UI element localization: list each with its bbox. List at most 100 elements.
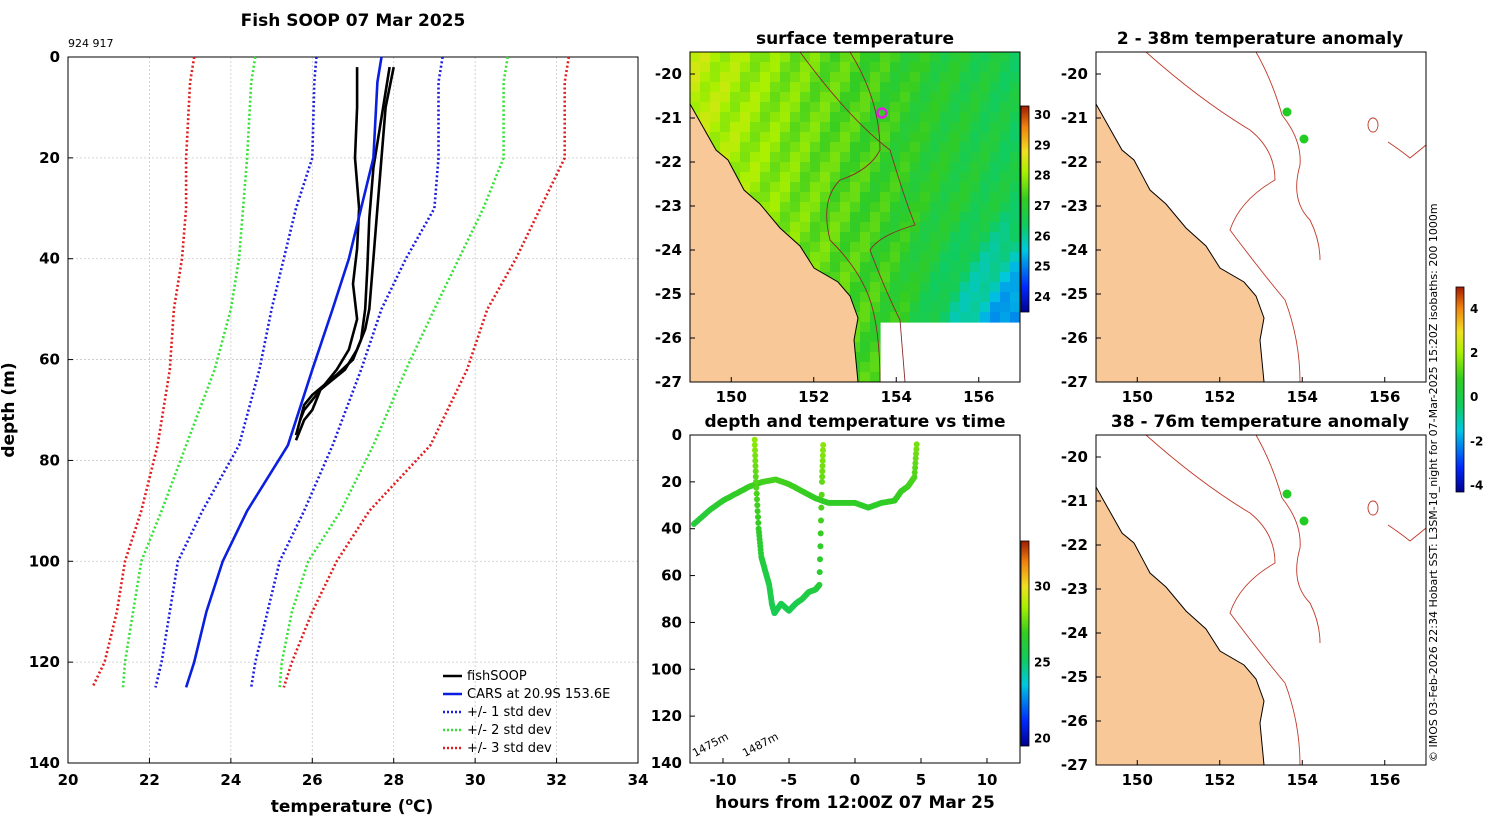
legend-label-std3: +/- 3 std dev — [467, 741, 552, 756]
sst-cell — [700, 62, 711, 73]
sst-cell — [850, 202, 861, 213]
sst-cell — [940, 72, 951, 83]
sst-cell — [920, 232, 931, 243]
sst-cell — [720, 142, 731, 153]
sst-cell — [1000, 122, 1011, 133]
sst-cell — [840, 122, 851, 133]
sst-colorbar-label: 25 — [1034, 260, 1051, 274]
sst-cell — [870, 52, 881, 63]
sst-cell — [750, 112, 761, 123]
sst-ytick-label: -23 — [655, 197, 682, 215]
sst-cell — [900, 172, 911, 183]
dt-colorbar-label: 25 — [1034, 655, 1051, 669]
profile-ytick-label: 20 — [39, 149, 60, 167]
sst-cell — [810, 112, 821, 123]
sst-cell — [1000, 262, 1011, 273]
sst-cell — [780, 202, 791, 213]
dt-point — [819, 473, 826, 480]
sst-cell — [790, 122, 801, 133]
sst-cell — [960, 142, 971, 153]
sst-cell — [870, 332, 881, 343]
sst-cell — [780, 212, 791, 223]
sst-cell — [850, 52, 861, 63]
sst-cell — [1000, 252, 1011, 263]
anom1-isobath-200 — [1255, 52, 1321, 261]
dt-ytick-label: 140 — [651, 754, 682, 772]
sst-cell — [810, 162, 821, 173]
profile-line--2-std-dev — [121, 56, 257, 688]
sst-cell — [830, 192, 841, 203]
sst-cell — [970, 82, 981, 93]
sst-cell — [980, 232, 991, 243]
sst-cell — [920, 262, 931, 273]
sst-cell — [980, 182, 991, 193]
sst-cell — [900, 142, 911, 153]
sst-cell — [860, 292, 871, 303]
dt-point — [818, 517, 824, 524]
sst-cell — [860, 202, 871, 213]
dt-point — [911, 474, 918, 481]
sst-cell — [730, 152, 741, 163]
sst-cell — [790, 142, 801, 153]
sst-cell — [750, 192, 761, 203]
sst-cell — [920, 202, 931, 213]
anom2-ytick-label: -22 — [1061, 536, 1088, 554]
sst-cell — [820, 102, 831, 113]
sst-cell — [960, 92, 971, 103]
sst-cell — [930, 52, 941, 63]
sst-cell — [950, 142, 961, 153]
sst-cell — [990, 52, 1001, 63]
sst-cell — [980, 282, 991, 293]
sst-cell — [800, 172, 811, 183]
sst-cell — [930, 162, 941, 173]
sst-cell — [810, 152, 821, 163]
sst-cell — [830, 252, 841, 263]
sst-cell — [870, 352, 881, 363]
sst-cell — [960, 272, 971, 283]
sst-cell — [900, 282, 911, 293]
sst-cell — [940, 162, 951, 173]
sst-cell — [870, 272, 881, 283]
sst-cell — [760, 162, 771, 173]
anom2-ytick-label: -25 — [1061, 668, 1088, 686]
sst-cell — [890, 82, 901, 93]
sst-cell — [810, 242, 821, 253]
credit-text: © IMOS 03-Feb-2026 22:34 Hobart SST: L3S… — [1427, 203, 1440, 762]
sst-cell — [900, 312, 911, 323]
dt-xtick-label: 5 — [916, 771, 926, 789]
sst-cell — [1010, 222, 1020, 233]
sst-cell — [960, 312, 971, 323]
anom2-title: 38 - 76m temperature anomaly — [1111, 412, 1409, 432]
sst-cell — [930, 312, 941, 323]
sst-cell — [920, 302, 931, 313]
dt-ytick-label: 120 — [651, 707, 682, 725]
sst-cell — [890, 102, 901, 113]
sst-cell — [920, 242, 931, 253]
sst-cell — [990, 92, 1001, 103]
sst-cell — [760, 142, 771, 153]
sst-cell — [950, 172, 961, 183]
sst-cell — [960, 252, 971, 263]
sst-cell — [980, 292, 991, 303]
sst-cell — [790, 172, 801, 183]
sst-cell — [990, 182, 1001, 193]
sst-cell — [950, 272, 961, 283]
dt-tracks — [691, 436, 920, 617]
sst-cell — [1000, 142, 1011, 153]
profile-ytick-label: 40 — [39, 250, 60, 268]
sst-cell — [970, 282, 981, 293]
profile-xtick-label: 30 — [465, 771, 486, 789]
sst-cell — [840, 142, 851, 153]
sst-cell — [750, 72, 761, 83]
dt-colorbar-ticks: 20 25 30 — [1034, 580, 1051, 746]
sst-cell — [830, 202, 841, 213]
sst-cell — [850, 252, 861, 263]
anomaly-colorbar-label: 0 — [1470, 390, 1478, 404]
sst-cell — [890, 222, 901, 233]
sst-colorbar — [1020, 105, 1030, 313]
sst-cell — [960, 182, 971, 193]
sst-cell — [950, 302, 961, 313]
dt-point — [820, 447, 826, 454]
sst-cell — [780, 182, 791, 193]
